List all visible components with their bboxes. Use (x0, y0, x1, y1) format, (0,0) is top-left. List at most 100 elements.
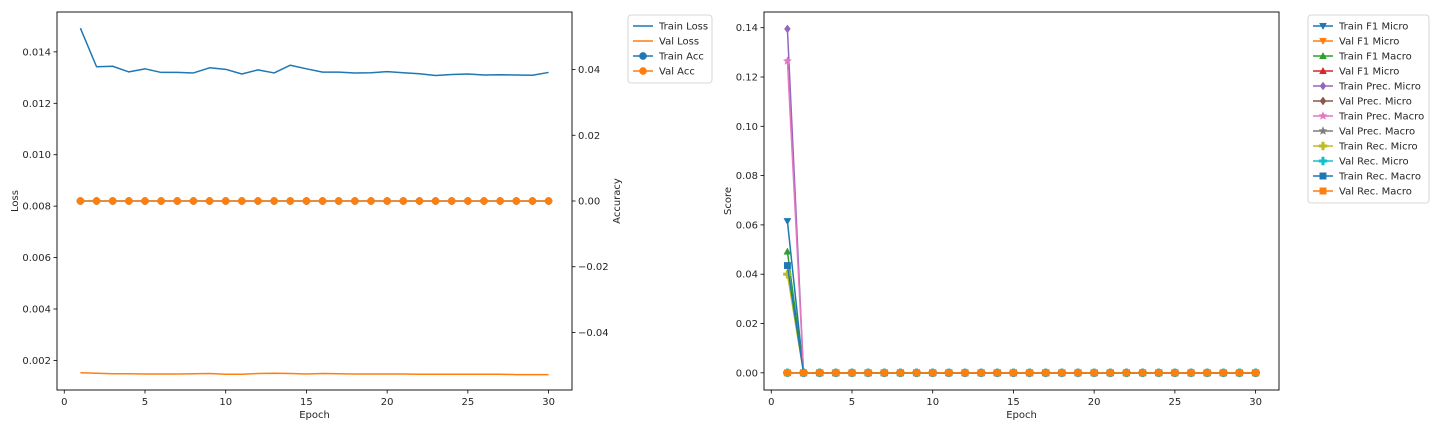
data-point (783, 262, 791, 270)
legend-marker (1318, 141, 1328, 151)
y-tick-label: 0.10 (736, 122, 758, 133)
score-x-ticks: 0 5 10 15 20 25 30 (768, 390, 1262, 408)
legend-label: Train F1 Micro (1338, 22, 1408, 33)
data-point (464, 197, 472, 205)
data-point (351, 197, 359, 205)
legend-label: Val Acc (659, 67, 695, 78)
y2-tick-label: −0.04 (578, 328, 609, 339)
x-tick-label: 15 (300, 397, 313, 408)
legend-entry-train-f1-macro-2: Train F1 Macro (1313, 52, 1412, 63)
legend-entry-val-prec-macro-7: Val Prec. Macro (1313, 126, 1415, 138)
legend-entry-train-rec-micro-8: Train Rec. Micro (1313, 142, 1418, 153)
series-val-rec-macro-11 (783, 369, 1260, 377)
legend-marker (1319, 172, 1327, 180)
y-tick-label: 0.14 (736, 23, 758, 34)
score-x-axis-label: Epoch (1006, 410, 1037, 421)
data-point (496, 197, 505, 205)
score-legend: Train F1 Micro Val F1 Micro Train F1 Macro… (1307, 14, 1430, 204)
y-tick-label: 0.12 (736, 73, 758, 84)
series-line (79, 27, 549, 77)
legend-marker (639, 52, 647, 60)
legend-marker (1319, 81, 1327, 91)
data-point (286, 197, 295, 205)
loss-accuracy-legend: Train Loss Val Loss Train Acc Val Acc (627, 14, 713, 84)
data-point (848, 369, 856, 377)
data-point (945, 369, 953, 377)
data-point (173, 197, 182, 205)
data-point (1155, 369, 1163, 377)
score-y-axis-label: Score (723, 187, 734, 215)
data-point (480, 197, 488, 205)
y2-tick-label: 0.02 (578, 131, 600, 142)
data-point (816, 369, 824, 377)
legend-entry-train-rec-macro-10: Train Rec. Macro (1313, 172, 1421, 183)
y-tick-label: 0.012 (22, 99, 51, 110)
x-tick-label: 30 (542, 397, 555, 408)
loss-accuracy-series (76, 27, 553, 376)
x-tick-label: 0 (768, 397, 774, 408)
x-tick-label: 30 (1249, 397, 1262, 408)
y2-tick-label: 0.04 (578, 65, 600, 76)
data-point (1074, 369, 1082, 377)
legend-entry-val-f1-micro-1: Val F1 Micro (1313, 37, 1399, 48)
data-point (318, 197, 327, 205)
series-val-loss-1 (80, 372, 549, 376)
legend-marker (1319, 187, 1327, 195)
data-point (977, 369, 985, 377)
legend-entry-val-f1-micro-3: Val F1 Micro (1313, 67, 1399, 78)
series-train-loss-0 (79, 27, 549, 77)
data-point (832, 369, 840, 377)
data-point (896, 369, 904, 377)
legend-marker (1318, 111, 1328, 120)
data-point (800, 369, 808, 377)
data-point (913, 369, 921, 377)
legend-entry-train-f1-micro-0: Train F1 Micro (1313, 22, 1408, 33)
data-point (383, 197, 391, 205)
legend-marker (1318, 156, 1328, 166)
x-tick-label: 5 (142, 397, 148, 408)
legend-frame (627, 14, 713, 84)
legend-entry-train-loss-0: Train Loss (633, 22, 708, 33)
data-point (929, 369, 937, 377)
data-point (76, 197, 85, 205)
data-point (221, 197, 230, 205)
legend-label: Val Rec. Macro (1339, 187, 1412, 198)
data-point (1187, 369, 1195, 377)
data-point (367, 197, 375, 205)
x-tick-label: 0 (61, 397, 67, 408)
data-point (1106, 369, 1114, 377)
data-point (1203, 369, 1211, 377)
accuracy-y-axis-label: Accuracy (612, 178, 623, 224)
legend-marker (1319, 96, 1327, 106)
y-tick-label: 0.014 (22, 47, 51, 58)
legend-label: Train Prec. Micro (1338, 82, 1421, 93)
data-point (1042, 369, 1050, 377)
y-tick-label: 0.010 (22, 150, 51, 161)
data-point (783, 369, 791, 377)
legend-entry-train-acc-2: Train Acc (633, 52, 704, 63)
y2-tick-label: −0.02 (578, 262, 609, 273)
y-tick-label: 0.002 (22, 356, 51, 367)
x-tick-label: 10 (219, 397, 232, 408)
series-val-acc-3 (76, 197, 553, 205)
x-tick-label: 15 (1007, 397, 1020, 408)
legend-entry-train-prec-micro-4: Train Prec. Micro (1313, 82, 1421, 93)
data-point (880, 369, 888, 377)
data-point (1058, 369, 1066, 377)
data-point (782, 56, 793, 65)
score-plot-frame (763, 11, 1280, 391)
data-point (544, 197, 553, 205)
data-point (157, 197, 165, 205)
y-tick-label: 0.08 (736, 171, 758, 182)
data-point (108, 197, 117, 205)
loss-y-ticks: 0.002 0.004 0.006 0.008 0.010 0.012 0.014 (22, 47, 57, 367)
legend-entry-val-acc-3: Val Acc (633, 67, 695, 78)
data-point (783, 218, 792, 226)
data-point (254, 197, 262, 205)
legend-marker (1319, 22, 1327, 31)
data-point (1090, 369, 1098, 377)
legend-label: Val F1 Micro (1339, 37, 1399, 48)
data-point (784, 24, 791, 34)
